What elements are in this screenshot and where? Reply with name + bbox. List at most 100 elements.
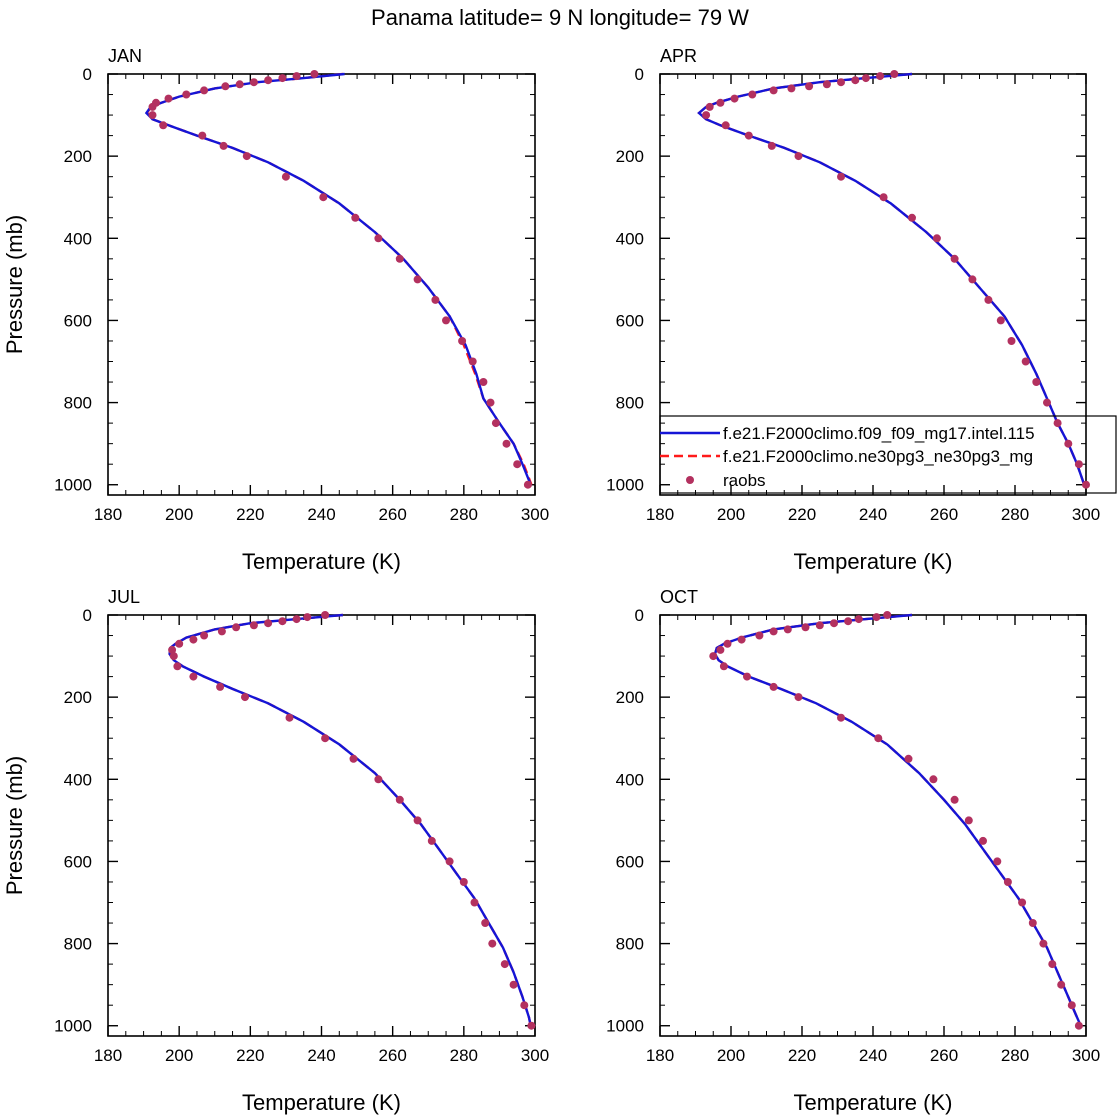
panel-jan: JAN 180 200 220 240 260 280 300 0 200 400 600 800 100… <box>2 46 549 574</box>
raobs-point <box>767 141 776 150</box>
raobs-point <box>1048 960 1057 969</box>
raobs-point <box>1067 1001 1076 1010</box>
raobs-point <box>198 131 207 140</box>
x-tick-label: 300 <box>521 505 549 524</box>
raobs-point <box>737 635 746 644</box>
legend-swatch-marker <box>686 476 694 484</box>
x-tick-label: 200 <box>165 505 193 524</box>
raobs-point <box>285 713 294 722</box>
y-tick-label: 200 <box>64 688 92 707</box>
raobs-point <box>1074 1021 1083 1030</box>
raobs-point <box>219 141 228 150</box>
raobs-point <box>996 316 1005 325</box>
x-tick-label: 180 <box>646 505 674 524</box>
raobs-point <box>281 172 290 181</box>
raobs-point <box>523 480 532 489</box>
raobs-point <box>723 639 732 648</box>
raobs-point <box>872 613 881 622</box>
raobs-point <box>431 295 440 304</box>
raobs-point <box>1032 378 1041 386</box>
series-f09 <box>144 72 532 486</box>
legend-label: raobs <box>723 471 766 490</box>
raobs-point <box>861 74 870 83</box>
legend: f.e21.F2000climo.f09_f09_mg17.intel.115f… <box>659 415 1117 494</box>
legend-label: f.e21.F2000climo.ne30pg3_ne30pg3_mg <box>723 447 1033 466</box>
raobs-point <box>950 795 959 804</box>
raobs-point <box>264 76 273 85</box>
y-tick-label: 800 <box>616 394 644 413</box>
raobs-point <box>249 78 258 87</box>
x-axis-title: Temperature (K) <box>242 549 401 574</box>
x-tick-label: 280 <box>1001 505 1029 524</box>
raobs-point <box>721 121 730 130</box>
raobs-point <box>413 816 422 825</box>
panel-jul: JUL 180 200 220 240 260 280 300 0 200 400 600 800 100… <box>2 587 549 1115</box>
y-tick-label: 1000 <box>54 476 92 495</box>
raobs-point <box>527 1021 536 1030</box>
raobs-point <box>968 275 977 284</box>
raobs-point <box>459 878 468 886</box>
raobs-point <box>395 254 404 263</box>
raobs-point <box>303 613 312 622</box>
x-tick-label: 300 <box>1072 1046 1100 1065</box>
raobs-point <box>993 857 1002 866</box>
raobs-point <box>1018 898 1027 907</box>
raobs-point <box>874 734 883 743</box>
raobs-point <box>743 672 751 681</box>
raobs-point <box>794 152 803 161</box>
y-tick-label: 1000 <box>606 1017 644 1036</box>
raobs-point <box>413 275 422 284</box>
figure-title: Panama latitude= 9 N longitude= 79 W <box>371 5 749 30</box>
raobs-point <box>1053 419 1062 428</box>
y-tick-label: 200 <box>616 147 644 166</box>
raobs-point <box>488 939 497 948</box>
raobs-point <box>876 72 885 81</box>
x-tick-label: 200 <box>717 1046 745 1065</box>
raobs-point <box>173 662 182 671</box>
raobs-point <box>221 82 230 91</box>
raobs-point <box>769 86 778 95</box>
panels-container: JAN 180 200 220 240 260 280 300 0 200 400 600 800 100… <box>2 46 1117 1115</box>
raobs-point <box>175 639 184 648</box>
raobs-point <box>769 627 778 636</box>
raobs-point <box>854 615 863 624</box>
raobs-point <box>442 316 450 325</box>
x-tick-label: 240 <box>307 1046 335 1065</box>
raobs-point <box>513 460 522 469</box>
y-tick-label: 600 <box>616 852 644 871</box>
x-axis-title: Temperature (K) <box>794 549 953 574</box>
raobs-point <box>929 775 938 784</box>
y-tick-label: 400 <box>64 229 92 248</box>
raobs-point <box>709 652 718 661</box>
raobs-point <box>879 193 888 202</box>
raobs-point <box>1064 439 1073 448</box>
x-tick-label: 220 <box>788 1046 816 1065</box>
raobs-point <box>822 80 831 89</box>
raobs-point <box>159 121 168 130</box>
raobs-point <box>1021 357 1030 366</box>
raobs-point <box>168 645 177 654</box>
raobs-point <box>837 78 845 87</box>
raobs-point <box>458 337 467 345</box>
raobs-point <box>1039 939 1048 948</box>
raobs-point <box>321 734 330 743</box>
raobs-point <box>169 652 178 661</box>
raobs-point <box>979 836 987 845</box>
x-tick-label: 180 <box>646 1046 674 1065</box>
raobs-point <box>479 378 488 386</box>
raobs-point <box>217 627 226 636</box>
x-tick-label: 180 <box>94 1046 122 1065</box>
raobs-point <box>883 611 892 619</box>
y-tick-label: 600 <box>64 852 92 871</box>
raobs-point <box>292 72 301 81</box>
raobs-point <box>837 713 845 722</box>
raobs-point <box>189 635 198 644</box>
y-tick-label: 800 <box>616 935 644 954</box>
x-tick-label: 280 <box>450 505 478 524</box>
y-axis-title: Pressure (mb) <box>2 756 27 895</box>
x-tick-label: 220 <box>236 505 264 524</box>
raobs-point <box>1043 398 1051 407</box>
raobs-point <box>278 617 287 626</box>
x-tick-label: 200 <box>717 505 745 524</box>
